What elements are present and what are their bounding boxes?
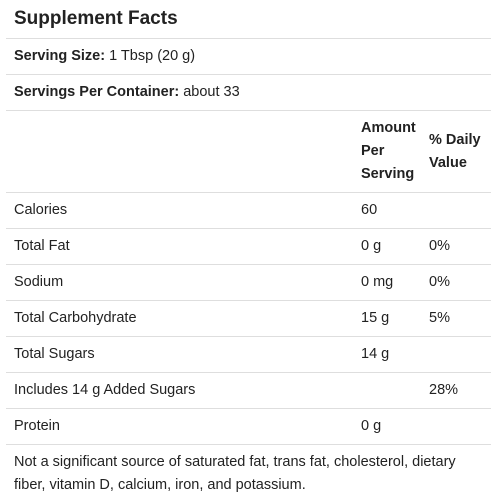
table-row: Total Sugars 14 g xyxy=(6,336,491,373)
nutrient-name: Includes 14 g Added Sugars xyxy=(6,372,353,409)
table-row: Sodium 0 mg 0% xyxy=(6,264,491,301)
nutrient-amount: 60 xyxy=(353,192,421,229)
nutrient-daily-value: 0% xyxy=(421,264,491,301)
servings-per-container-value: about 33 xyxy=(183,84,240,100)
footnote: Not a significant source of saturated fa… xyxy=(14,454,456,493)
nutrient-daily-value: 28% xyxy=(421,372,491,409)
nutrient-daily-value: 0% xyxy=(421,228,491,265)
nutrient-daily-value xyxy=(421,336,491,373)
nutrient-daily-value: 5% xyxy=(421,300,491,337)
panel-title: Supplement Facts xyxy=(6,4,491,39)
header-blank-cell xyxy=(6,111,353,193)
servings-per-container-label: Servings Per Container: xyxy=(14,84,180,100)
serving-size-value: 1 Tbsp (20 g) xyxy=(109,48,196,64)
daily-value-column-header: % Daily Value xyxy=(421,111,491,193)
nutrient-table: Amount Per Serving % Daily Value Calorie… xyxy=(6,111,491,445)
nutrient-amount: 0 g xyxy=(353,228,421,265)
table-row: Total Fat 0 g 0% xyxy=(6,228,491,265)
serving-size-row: Serving Size: 1 Tbsp (20 g) xyxy=(6,39,491,75)
table-row: Calories 60 xyxy=(6,192,491,229)
nutrient-amount xyxy=(353,372,421,409)
nutrient-amount: 14 g xyxy=(353,336,421,373)
nutrient-amount: 15 g xyxy=(353,300,421,337)
nutrient-name: Total Carbohydrate xyxy=(6,300,353,337)
table-header-row: Amount Per Serving % Daily Value xyxy=(6,111,491,193)
nutrient-name: Protein xyxy=(6,408,353,445)
table-row: Protein 0 g xyxy=(6,408,491,445)
nutrient-name: Sodium xyxy=(6,264,353,301)
supplement-facts-panel: Supplement Facts Serving Size: 1 Tbsp (2… xyxy=(6,0,491,497)
nutrient-name: Total Fat xyxy=(6,228,353,265)
nutrient-daily-value xyxy=(421,192,491,229)
table-row: Total Carbohydrate 15 g 5% xyxy=(6,300,491,337)
amount-column-header: Amount Per Serving xyxy=(353,111,421,193)
serving-size-label: Serving Size: xyxy=(14,48,106,64)
servings-per-container-row: Servings Per Container: about 33 xyxy=(6,75,491,111)
table-row: Includes 14 g Added Sugars 28% xyxy=(6,372,491,409)
nutrient-name: Calories xyxy=(6,192,353,229)
nutrient-amount: 0 g xyxy=(353,408,421,445)
nutrient-amount: 0 mg xyxy=(353,264,421,301)
nutrient-name: Total Sugars xyxy=(6,336,353,373)
nutrient-daily-value xyxy=(421,408,491,445)
